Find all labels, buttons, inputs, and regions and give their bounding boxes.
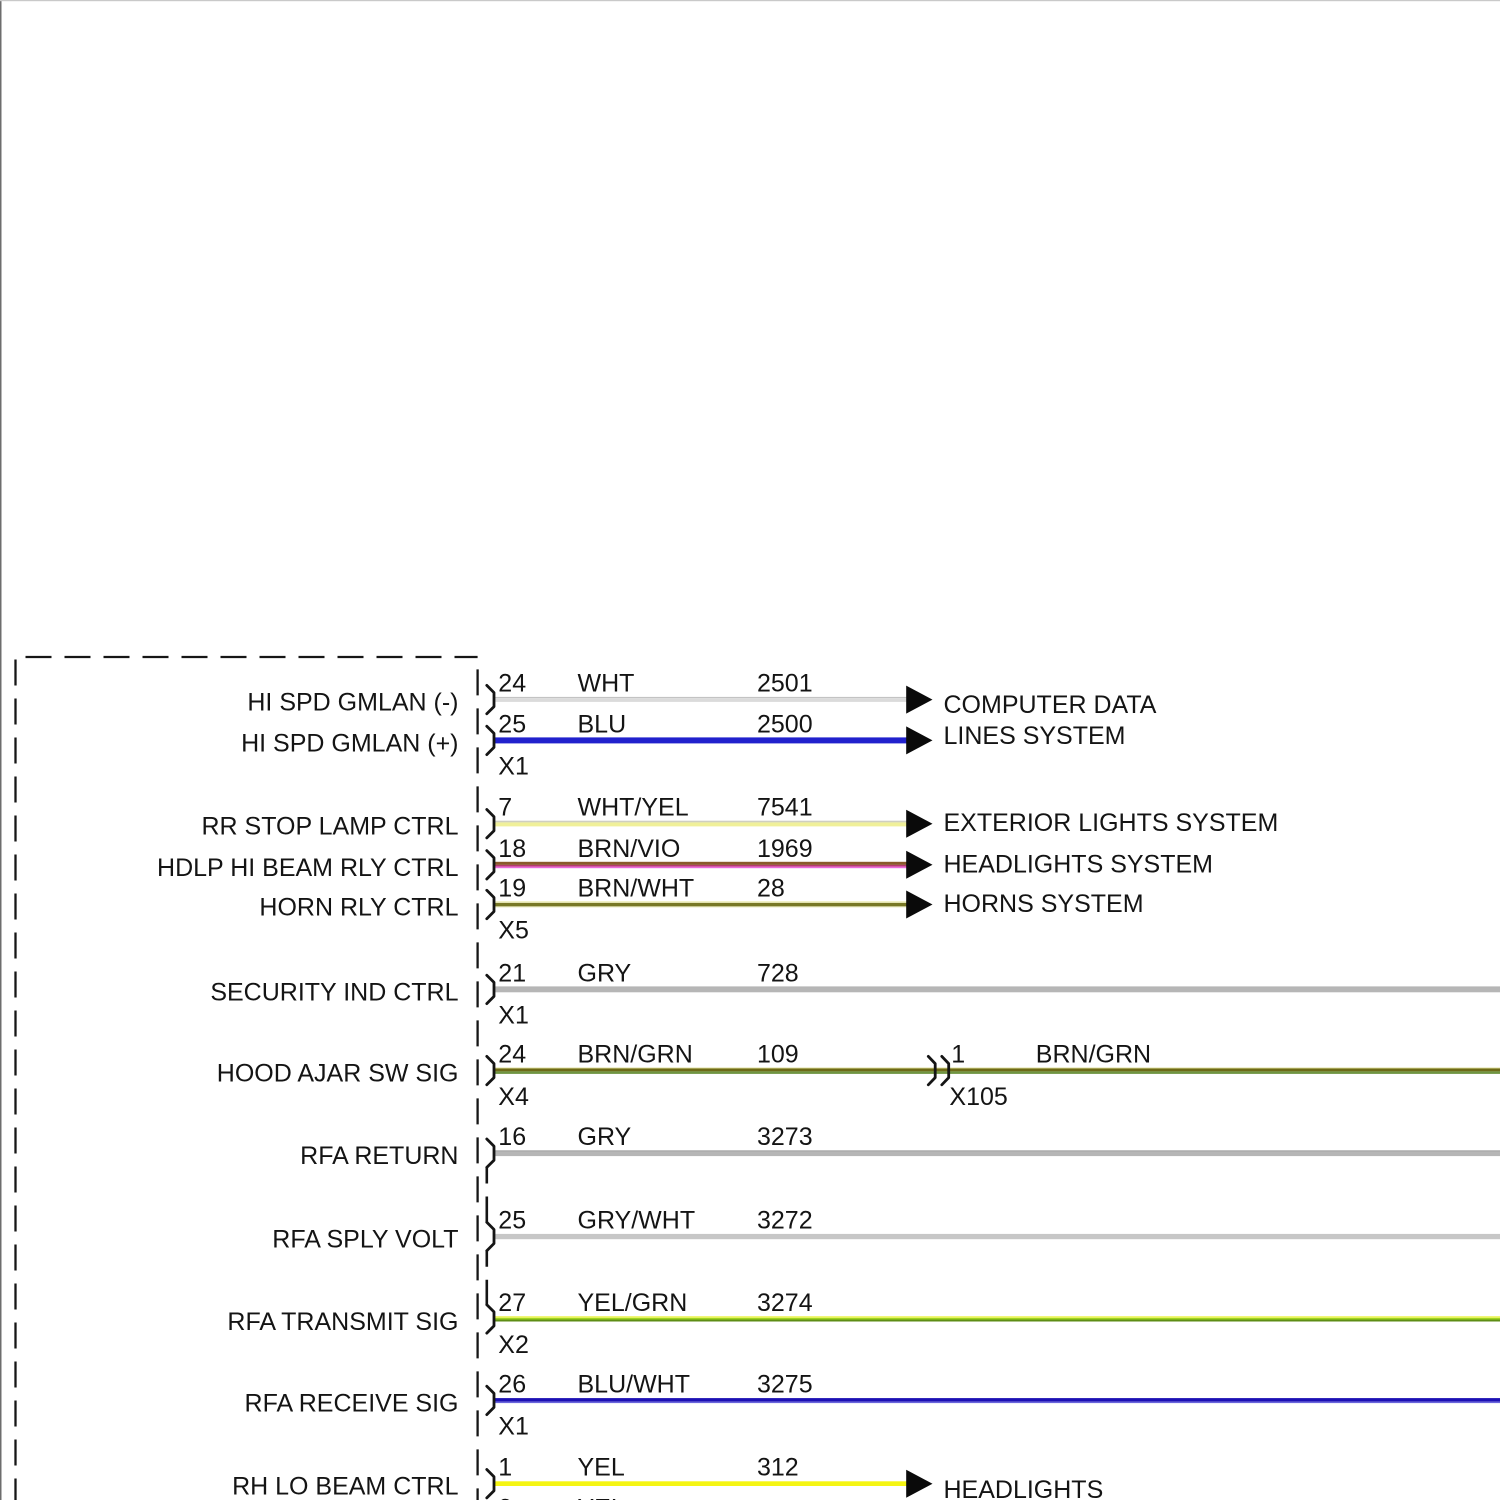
- svg-text:27: 27: [498, 1289, 526, 1317]
- svg-text:16: 16: [498, 1123, 526, 1151]
- svg-text:25: 25: [498, 710, 526, 738]
- svg-text:RFA RECEIVE SIG: RFA RECEIVE SIG: [245, 1389, 459, 1417]
- svg-text:2500: 2500: [757, 710, 813, 738]
- svg-text:1: 1: [951, 1040, 965, 1068]
- svg-text:1: 1: [498, 1454, 512, 1482]
- svg-text:HORN RLY CTRL: HORN RLY CTRL: [259, 894, 458, 922]
- svg-text:WHT: WHT: [578, 670, 635, 698]
- svg-text:HDLP HI BEAM RLY CTRL: HDLP HI BEAM RLY CTRL: [157, 854, 459, 882]
- svg-text:RFA TRANSMIT SIG: RFA TRANSMIT SIG: [227, 1308, 458, 1336]
- svg-text:25: 25: [498, 1207, 526, 1235]
- svg-text:2501: 2501: [757, 670, 813, 698]
- svg-text:728: 728: [757, 959, 799, 987]
- svg-text:X5: X5: [498, 917, 529, 945]
- svg-text:GRY: GRY: [578, 959, 632, 987]
- svg-text:RR STOP LAMP CTRL: RR STOP LAMP CTRL: [201, 813, 458, 841]
- svg-text:X4: X4: [498, 1083, 529, 1111]
- svg-text:YEL: YEL: [578, 1495, 625, 1500]
- svg-text:X1: X1: [498, 1412, 529, 1440]
- svg-text:YEL/GRN: YEL/GRN: [578, 1289, 688, 1317]
- svg-text:EXTERIOR LIGHTS SYSTEM: EXTERIOR LIGHTS SYSTEM: [944, 809, 1279, 837]
- svg-text:WHT/YEL: WHT/YEL: [578, 794, 689, 822]
- svg-text:HEADLIGHTS SYSTEM: HEADLIGHTS SYSTEM: [944, 850, 1214, 878]
- svg-text:GRY: GRY: [578, 1123, 632, 1151]
- svg-text:LINES SYSTEM: LINES SYSTEM: [944, 722, 1126, 750]
- svg-text:GRY/WHT: GRY/WHT: [578, 1207, 696, 1235]
- svg-text:BLU: BLU: [578, 710, 627, 738]
- svg-text:3274: 3274: [757, 1289, 813, 1317]
- svg-text:HI SPD GMLAN (+): HI SPD GMLAN (+): [241, 729, 458, 757]
- svg-text:BRN/GRN: BRN/GRN: [1036, 1040, 1151, 1068]
- svg-text:19: 19: [498, 875, 526, 903]
- svg-text:HEADLIGHTS: HEADLIGHTS: [944, 1476, 1104, 1500]
- svg-text:X105: X105: [949, 1083, 1007, 1111]
- svg-text:312: 312: [757, 1454, 799, 1482]
- svg-text:3273: 3273: [757, 1123, 813, 1151]
- svg-text:X2: X2: [498, 1331, 529, 1359]
- svg-text:COMPUTER DATA: COMPUTER DATA: [944, 691, 1157, 719]
- svg-text:109: 109: [757, 1041, 799, 1069]
- svg-text:BRN/WHT: BRN/WHT: [578, 875, 695, 903]
- svg-text:7: 7: [498, 794, 512, 822]
- svg-text:28: 28: [757, 875, 785, 903]
- svg-text:3272: 3272: [757, 1207, 813, 1235]
- svg-text:RFA RETURN: RFA RETURN: [300, 1142, 458, 1170]
- svg-text:26: 26: [498, 1370, 526, 1398]
- svg-text:BRN/VIO: BRN/VIO: [578, 835, 681, 863]
- svg-text:24: 24: [498, 1041, 526, 1069]
- svg-text:18: 18: [498, 835, 526, 863]
- svg-text:RFA SPLY VOLT: RFA SPLY VOLT: [272, 1226, 458, 1254]
- svg-text:HORNS SYSTEM: HORNS SYSTEM: [944, 890, 1144, 918]
- svg-text:RH LO BEAM CTRL: RH LO BEAM CTRL: [232, 1473, 459, 1500]
- svg-text:3275: 3275: [757, 1370, 813, 1398]
- svg-text:X1: X1: [498, 752, 529, 780]
- svg-text:HI SPD GMLAN (-): HI SPD GMLAN (-): [247, 689, 458, 717]
- svg-text:1969: 1969: [757, 835, 813, 863]
- svg-text:BLU/WHT: BLU/WHT: [578, 1370, 691, 1398]
- svg-text:SECURITY IND CTRL: SECURITY IND CTRL: [210, 978, 458, 1006]
- svg-text:X1: X1: [498, 1001, 529, 1029]
- svg-text:24: 24: [498, 670, 526, 698]
- svg-text:YEL: YEL: [578, 1454, 625, 1482]
- svg-text:21: 21: [498, 959, 526, 987]
- svg-text:2: 2: [498, 1495, 512, 1500]
- svg-text:HOOD AJAR SW SIG: HOOD AJAR SW SIG: [217, 1060, 459, 1088]
- svg-text:7541: 7541: [757, 794, 813, 822]
- svg-text:BRN/GRN: BRN/GRN: [578, 1041, 693, 1069]
